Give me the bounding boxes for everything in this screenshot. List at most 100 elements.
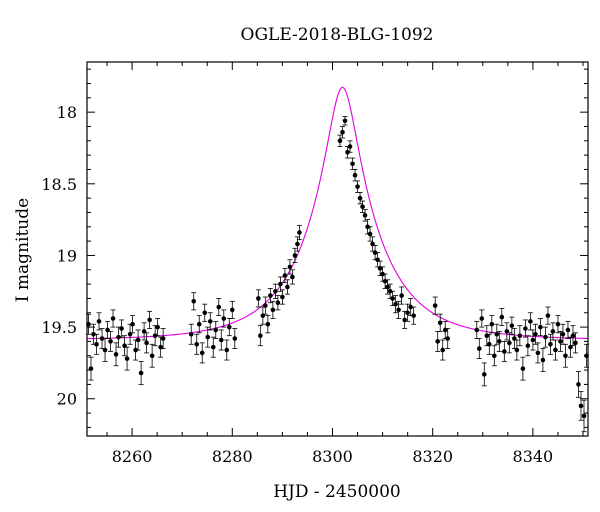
data-point xyxy=(442,320,448,339)
data-point xyxy=(270,300,276,319)
data-marker xyxy=(502,349,507,354)
data-point xyxy=(124,346,130,371)
model-curve-layer xyxy=(86,86,589,340)
data-point xyxy=(560,323,566,345)
data-point xyxy=(489,315,495,334)
data-marker xyxy=(224,347,230,353)
chart-title: OGLE-2018-BLG-1092 xyxy=(241,25,434,45)
data-marker xyxy=(528,319,533,324)
data-marker xyxy=(290,274,295,280)
data-marker xyxy=(149,353,155,359)
data-point xyxy=(360,200,366,213)
data-marker xyxy=(160,336,166,341)
data-marker xyxy=(205,334,211,340)
data-point xyxy=(517,325,523,347)
y-tick-label: 18.5 xyxy=(41,175,77,194)
data-marker xyxy=(387,288,393,294)
data-point xyxy=(408,298,414,317)
data-point xyxy=(350,157,356,170)
data-marker xyxy=(199,350,205,356)
data-marker xyxy=(445,336,451,341)
data-marker xyxy=(345,149,350,155)
data-point xyxy=(130,315,136,334)
data-point xyxy=(362,209,368,222)
data-point xyxy=(213,320,219,339)
data-marker xyxy=(113,352,119,357)
data-marker xyxy=(523,326,528,331)
data-point xyxy=(372,245,378,261)
data-point xyxy=(435,330,441,352)
data-point xyxy=(567,336,573,358)
data-point xyxy=(545,306,551,325)
data-point xyxy=(255,289,261,308)
data-marker xyxy=(207,319,213,324)
data-marker xyxy=(517,333,523,338)
data-point xyxy=(224,339,230,361)
data-marker xyxy=(570,333,576,338)
data-marker xyxy=(565,327,571,333)
data-marker xyxy=(578,403,584,409)
data-marker xyxy=(202,310,208,316)
data-point xyxy=(494,323,500,345)
data-marker xyxy=(487,341,492,347)
data-point xyxy=(481,362,487,387)
data-point xyxy=(188,323,194,345)
data-marker xyxy=(221,316,227,321)
data-point xyxy=(99,328,105,349)
data-point xyxy=(514,339,520,361)
y-tick-label: 18 xyxy=(57,103,77,122)
data-point xyxy=(122,335,128,357)
data-marker xyxy=(399,293,404,298)
data-point xyxy=(581,399,587,433)
data-point xyxy=(205,326,211,348)
data-marker xyxy=(94,341,99,347)
data-point xyxy=(155,318,161,337)
data-point xyxy=(116,326,122,348)
data-point xyxy=(147,310,153,329)
data-marker xyxy=(560,331,566,337)
data-point xyxy=(570,325,576,347)
data-point xyxy=(557,330,563,352)
data-point xyxy=(279,289,285,305)
data-marker xyxy=(196,321,202,327)
data-marker xyxy=(226,324,232,330)
data-point xyxy=(207,312,213,331)
data-marker xyxy=(474,327,480,333)
data-marker xyxy=(499,314,505,320)
data-marker xyxy=(507,340,512,346)
x-tick-label: 8280 xyxy=(212,447,253,466)
data-marker xyxy=(278,281,283,287)
data-marker xyxy=(357,195,363,201)
data-marker xyxy=(292,253,298,258)
data-marker xyxy=(268,293,273,298)
data-marker xyxy=(285,284,290,290)
data-marker xyxy=(96,319,102,324)
data-marker xyxy=(355,184,360,189)
data-marker xyxy=(550,329,556,334)
data-point xyxy=(552,339,558,361)
data-point xyxy=(499,308,505,327)
data-marker xyxy=(347,144,353,149)
data-point xyxy=(547,333,553,355)
data-point xyxy=(506,332,512,354)
data-marker xyxy=(520,366,526,371)
data-point xyxy=(572,332,578,354)
data-point xyxy=(352,169,358,182)
data-point xyxy=(289,269,295,285)
data-marker xyxy=(342,118,348,124)
data-marker xyxy=(489,321,495,327)
data-point xyxy=(277,276,283,292)
data-point xyxy=(382,273,388,289)
data-point xyxy=(562,343,568,368)
data-point xyxy=(535,342,541,364)
data-marker xyxy=(265,321,271,327)
data-point xyxy=(267,288,273,304)
data-point xyxy=(476,338,482,360)
data-point xyxy=(486,333,492,355)
data-point xyxy=(144,332,150,354)
x-tick-label: 8320 xyxy=(412,447,453,466)
plot-frame xyxy=(86,61,589,437)
data-point xyxy=(575,371,581,398)
data-marker xyxy=(432,303,438,308)
data-marker xyxy=(282,273,288,278)
